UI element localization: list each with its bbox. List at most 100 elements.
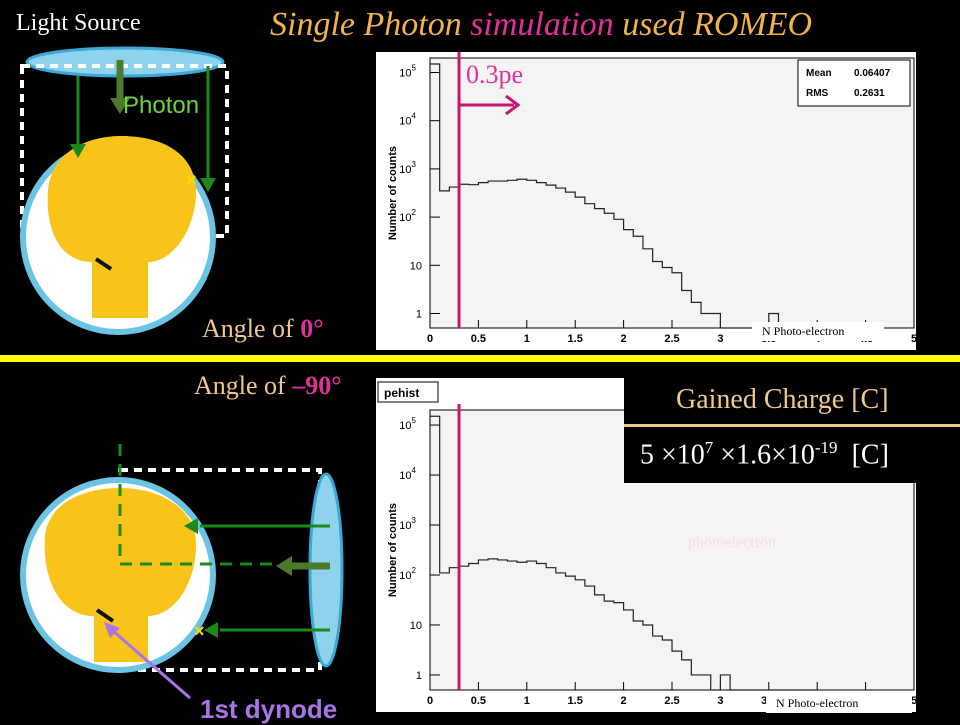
- histogram-bar: [662, 640, 672, 690]
- section-divider: [0, 355, 960, 362]
- y-tick-label: 103: [399, 160, 416, 176]
- threshold-arrow: [458, 94, 521, 116]
- x-tick-label: 2: [621, 695, 627, 707]
- histogram-bar: [507, 561, 517, 690]
- angle-minus90-prefix: Angle of: [194, 371, 293, 400]
- x-tick-label: 2.5: [664, 333, 679, 345]
- stats-mean-value: 0.06407: [854, 68, 891, 79]
- x-tick-label: 3: [717, 333, 723, 345]
- histogram-bar: [653, 261, 663, 328]
- histogram-bar: [440, 191, 450, 328]
- x-tick-label: 0.5: [471, 695, 486, 707]
- cross-mark-top: ×: [186, 170, 197, 190]
- histogram-bar: [653, 636, 663, 690]
- pmt-photocathode-bottom: [44, 488, 197, 662]
- histogram-bar: [672, 651, 682, 690]
- x-tick-label: 1.5: [568, 695, 583, 707]
- histogram-top: 1 10 102 103 104 105 Number of counts 0 0.5 1 1.5 2…: [376, 52, 916, 350]
- angle-zero-prefix: Angle of: [202, 314, 301, 343]
- histogram-bar: [517, 179, 527, 328]
- histogram-bar: [575, 197, 585, 328]
- histogram-bar: [507, 180, 517, 328]
- cross-mark-bottom: ×: [194, 621, 205, 641]
- angle-minus90-value: –90°: [292, 371, 342, 400]
- x-tick-label: 0: [427, 333, 433, 345]
- hist-name-box: [377, 381, 439, 403]
- histogram-bar: [624, 610, 634, 690]
- histogram-bar: [440, 573, 450, 690]
- hist-name: pehist: [384, 386, 419, 400]
- x-tick-label: 5: [911, 333, 916, 345]
- histogram-outline: [429, 63, 818, 329]
- histogram-bar: [604, 213, 614, 328]
- histogram-bar: [469, 185, 479, 328]
- gained-charge-panel: [624, 377, 920, 483]
- histogram-bar: [575, 580, 585, 690]
- threshold-label: 0.3pe: [466, 60, 524, 89]
- histogram-bar: [633, 236, 643, 328]
- x-axis-label-bottom: N Photo-electron: [766, 694, 912, 713]
- histogram-bar: [566, 576, 576, 690]
- x-tick-label: 0: [427, 695, 433, 707]
- light-source-disc-bottom: [308, 472, 344, 668]
- histogram-bar: [517, 562, 527, 690]
- histogram-bar: [498, 560, 508, 690]
- histogram-outline: [429, 415, 818, 691]
- y-tick-label: 102: [399, 566, 416, 582]
- histogram-bar: [682, 660, 692, 690]
- photoelectron-label: photoelectron: [688, 534, 776, 551]
- stats-rms-value: 0.2631: [854, 88, 885, 99]
- gained-charge-label: Gained Charge [C]: [676, 384, 889, 415]
- y-tick-label: 103: [399, 516, 416, 532]
- pmt-diagram-bottom: ×: [20, 444, 344, 700]
- histogram-bar: [624, 230, 634, 328]
- histogram-bar: [469, 563, 479, 690]
- histogram-bar: [498, 181, 508, 328]
- formula-a-exp: 7: [704, 438, 714, 457]
- histogram-bar: [672, 273, 682, 328]
- dynode-mark-bottom: [95, 608, 115, 623]
- angle-zero-value: 0°: [300, 314, 324, 343]
- formula-unit: [C]: [851, 439, 889, 471]
- light-source-disc: [25, 46, 225, 78]
- light-source-label: Light Source: [16, 10, 141, 36]
- histogram-bar: [430, 64, 440, 328]
- histogram-bar: [488, 559, 498, 690]
- histogram-bar: [691, 302, 701, 328]
- stats-mean-label: Mean: [806, 68, 832, 79]
- histogram-bar: [536, 563, 546, 690]
- histogram-bar: [720, 675, 730, 690]
- dynode-label: 1st dynode: [200, 694, 338, 724]
- x-tick-label: 5: [911, 695, 916, 707]
- histogram-bar: [527, 561, 537, 690]
- histogram-bar: [691, 675, 701, 690]
- histogram-bar: [701, 313, 711, 328]
- histogram-bar: [585, 586, 595, 690]
- y-tick-label: 102: [399, 208, 416, 224]
- y-tick-label: 105: [399, 416, 416, 432]
- x-axis-label-top: N Photo-electron: [752, 322, 884, 341]
- title-part1: Single Photon: [270, 6, 462, 43]
- gained-charge-underline: [624, 424, 960, 427]
- dynode-pointer: [111, 628, 191, 700]
- histogram-bar: [478, 183, 488, 328]
- dynode-mark-top: [94, 257, 113, 271]
- histogram-bar: [566, 192, 576, 328]
- histogram-bar: [595, 209, 605, 328]
- histogram-bar: [595, 595, 605, 690]
- histogram-bar: [604, 601, 614, 690]
- y-axis-label: Number of counts: [387, 503, 399, 597]
- histogram-bar: [614, 219, 624, 328]
- y-tick-label: 1: [416, 308, 422, 320]
- x-tick-label: 3: [717, 695, 723, 707]
- title-part3: used ROMEO: [622, 6, 813, 43]
- x-tick-label: 2: [621, 333, 627, 345]
- title-part2: simulation: [470, 6, 614, 43]
- formula-b: ×1.6×10: [720, 439, 815, 471]
- y-tick-label: 10: [410, 260, 422, 272]
- histogram-bar: [662, 268, 672, 328]
- histogram-bar: [536, 183, 546, 328]
- histogram-bar: [643, 625, 653, 690]
- y-tick-label: 104: [399, 466, 416, 482]
- y-tick-label: 10: [410, 620, 422, 632]
